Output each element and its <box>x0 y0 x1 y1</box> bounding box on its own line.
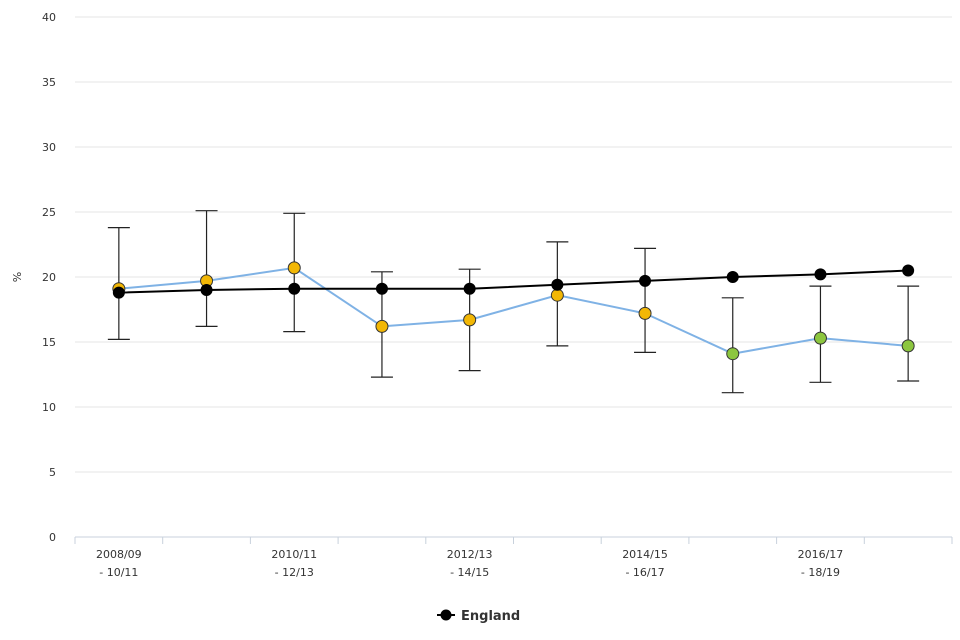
england-point <box>288 282 301 295</box>
legend-label-england: England <box>461 609 520 624</box>
x-tick-label: - 12/13 <box>275 566 314 579</box>
y-gridlines <box>75 16 952 538</box>
x-tick-label: 2008/09 <box>96 548 142 561</box>
series-lines <box>118 266 909 355</box>
y-axis: 0 5 10 15 20 25 30 35 40 <box>42 11 56 544</box>
x-tick-label: 2014/15 <box>622 548 668 561</box>
y-tick-label: 5 <box>49 466 56 479</box>
y-axis-label: % <box>11 272 24 282</box>
england-point <box>463 282 476 295</box>
x-tick-label: - 16/17 <box>625 566 664 579</box>
england-point <box>200 284 213 296</box>
series-markers <box>112 261 915 361</box>
y-tick-label: 30 <box>42 141 56 154</box>
area-point <box>287 261 301 275</box>
area-point <box>901 339 915 353</box>
y-tick-label: 40 <box>42 11 56 24</box>
england-point <box>726 271 739 283</box>
legend-marker <box>440 609 452 621</box>
x-tick-label: 2016/17 <box>798 548 844 561</box>
area-point <box>813 331 827 345</box>
england-line <box>118 269 909 294</box>
england-point <box>639 274 652 287</box>
y-tick-label: 10 <box>42 401 56 414</box>
y-tick-label: 25 <box>42 206 56 219</box>
england-point <box>814 268 827 281</box>
x-tick-label: 2012/13 <box>447 548 493 561</box>
area-point <box>726 347 740 361</box>
error-bars <box>107 210 920 394</box>
area-line <box>118 266 909 355</box>
area-point <box>463 313 477 327</box>
area-point <box>550 288 564 302</box>
x-axis: 2008/09 - 10/11 2010/11 - 12/13 2012/13 - 14/… <box>74 537 953 579</box>
y-tick-label: 0 <box>49 531 56 544</box>
x-tick-label: 2010/11 <box>271 548 317 561</box>
england-point <box>551 278 564 291</box>
x-tick-label: - 10/11 <box>99 566 138 579</box>
legend[interactable]: England <box>437 609 520 624</box>
y-tick-label: 15 <box>42 336 56 349</box>
england-point <box>902 264 915 277</box>
area-point <box>375 319 389 333</box>
y-tick-label: 20 <box>42 271 56 284</box>
england-point <box>112 286 125 299</box>
x-tick-label: - 14/15 <box>450 566 489 579</box>
y-tick-label: 35 <box>42 76 56 89</box>
x-tick-label: - 18/19 <box>801 566 840 579</box>
area-point <box>638 306 652 320</box>
england-point <box>375 282 388 295</box>
